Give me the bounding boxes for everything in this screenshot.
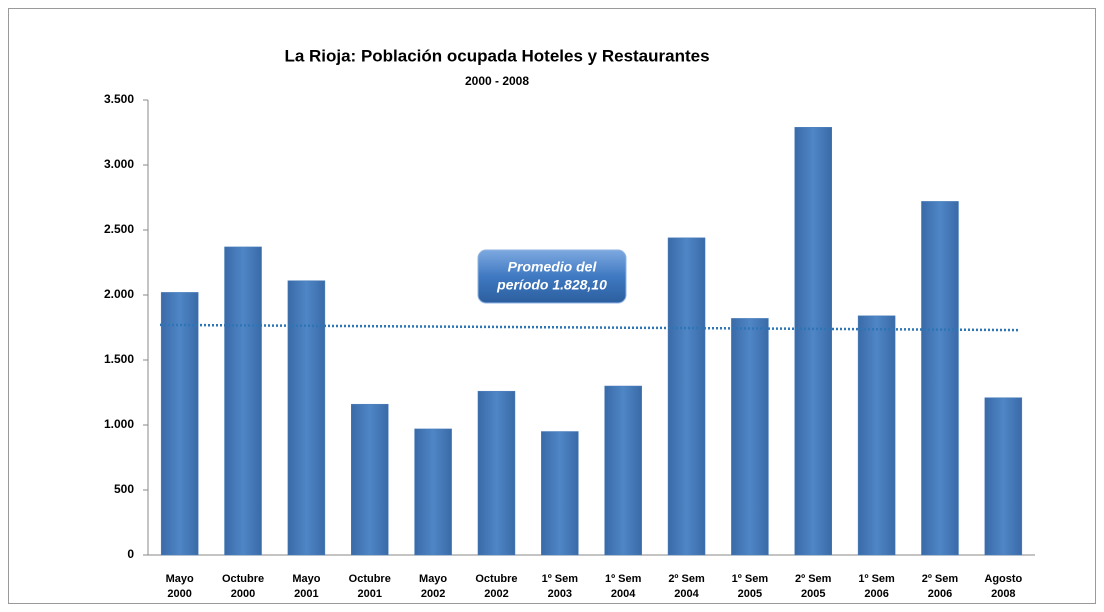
x-tick-label: Mayo: [419, 573, 447, 585]
x-tick-label: 1º Sem: [605, 573, 642, 585]
x-tick-label: Octubre: [475, 573, 517, 585]
x-tick-label: Mayo: [292, 573, 320, 585]
x-tick-label: 2003: [548, 588, 572, 600]
bar: [921, 201, 959, 556]
y-tick-label: 1.000: [104, 417, 134, 431]
annotation-box: [477, 249, 627, 304]
x-tick-label: 2º Sem: [668, 573, 705, 585]
x-tick-label: Agosto: [984, 573, 1022, 585]
bar: [731, 318, 769, 556]
x-tick-label: 2006: [864, 588, 888, 600]
bar: [414, 428, 452, 556]
x-tick-label: 2005: [801, 588, 825, 600]
x-tick-label: Mayo: [166, 573, 194, 585]
annotation-text: período 1.828,10: [496, 277, 607, 293]
annotation-text: Promedio del: [508, 259, 598, 275]
x-tick-label: 2000: [231, 588, 255, 600]
x-tick-label: 2008: [991, 588, 1015, 600]
x-tick-label: 2001: [294, 588, 318, 600]
x-tick-label: 1º Sem: [542, 573, 579, 585]
x-tick-label: 2004: [611, 588, 636, 600]
bar: [224, 246, 262, 556]
x-tick-label: 1º Sem: [858, 573, 895, 585]
y-tick-label: 1.500: [104, 352, 134, 366]
bar: [984, 397, 1023, 556]
x-tick-label: Octubre: [349, 573, 391, 585]
bar: [794, 127, 832, 556]
y-tick-label: 2.000: [104, 287, 134, 301]
x-tick-label: 2006: [928, 588, 952, 600]
x-tick-label: 2005: [738, 588, 762, 600]
bar: [667, 237, 706, 556]
trend-line: [159, 323, 1021, 332]
chart-subtitle: 2000 - 2008: [465, 74, 529, 88]
x-tick-label: 2004: [674, 588, 699, 600]
bar: [287, 280, 326, 556]
chart-title: La Rioja: Población ocupada Hoteles y Re…: [284, 46, 709, 65]
x-tick-label: 2000: [167, 588, 191, 600]
bar: [604, 385, 642, 556]
y-tick-label: 3.500: [104, 92, 134, 106]
bar: [160, 292, 199, 556]
x-tick-label: 2º Sem: [795, 573, 832, 585]
x-tick-label: Octubre: [222, 573, 264, 585]
bar: [351, 403, 389, 556]
x-tick-label: 2º Sem: [922, 573, 959, 585]
bar: [477, 390, 516, 556]
y-tick-label: 0: [127, 547, 134, 561]
x-tick-label: 2002: [421, 588, 445, 600]
y-tick-label: 2.500: [104, 222, 134, 236]
bar: [857, 315, 896, 556]
x-tick-label: 2001: [358, 588, 382, 600]
bar: [541, 431, 579, 556]
x-tick-label: 2002: [484, 588, 508, 600]
x-tick-label: 1º Sem: [732, 573, 769, 585]
y-tick-label: 3.000: [104, 157, 134, 171]
y-tick-label: 500: [114, 482, 134, 496]
